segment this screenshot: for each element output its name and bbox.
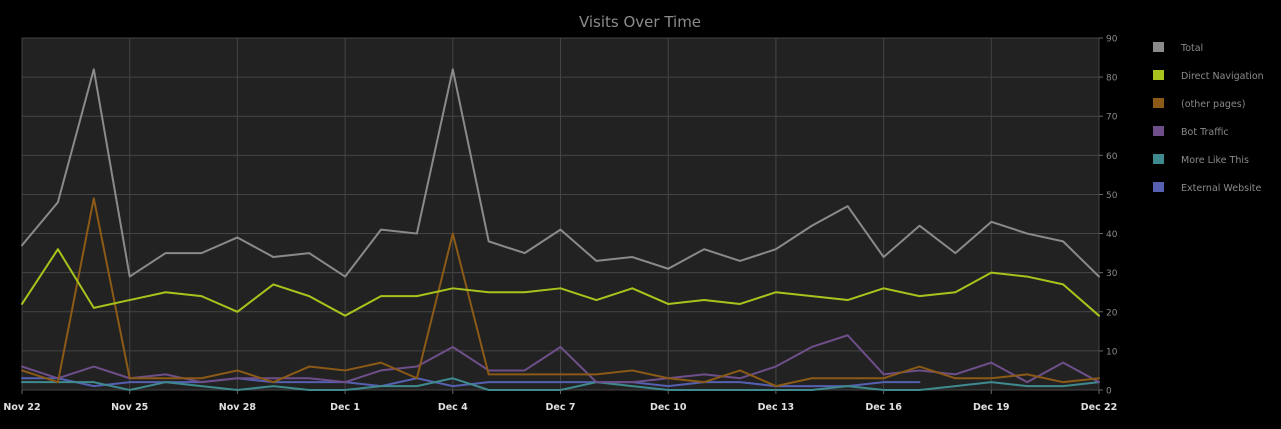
legend-label: Bot Traffic xyxy=(1181,127,1229,138)
x-tick-label: Nov 25 xyxy=(111,402,148,413)
x-tick-label: Dec 13 xyxy=(758,402,795,413)
y-tick-label: 90 xyxy=(1106,35,1118,45)
x-tick-label: Dec 22 xyxy=(1081,402,1118,413)
x-tick-label: Dec 4 xyxy=(438,402,468,413)
y-tick-label: 80 xyxy=(1106,74,1118,84)
y-tick-label: 20 xyxy=(1106,308,1118,318)
x-tick-label: Dec 1 xyxy=(330,402,360,413)
legend: Total Direct Navigation (other pages) Bot T… xyxy=(1153,42,1264,194)
x-tick-label: Dec 10 xyxy=(650,402,687,413)
x-axis: Nov 22 Nov 25 Nov 28 Dec 1 Dec 4 Dec 7 Dec 10 D… xyxy=(3,390,1117,413)
y-tick-label: 10 xyxy=(1106,347,1118,357)
y-tick-label: 70 xyxy=(1106,113,1118,123)
legend-label: (other pages) xyxy=(1181,99,1245,110)
x-tick-label: Dec 7 xyxy=(546,402,576,413)
x-tick-label: Nov 22 xyxy=(3,402,40,413)
legend-swatch xyxy=(1153,70,1164,80)
x-tick-label: Dec 16 xyxy=(865,402,902,413)
legend-swatch xyxy=(1153,154,1164,164)
series-line-direct-navigation xyxy=(21,248,1100,317)
legend-swatch xyxy=(1153,182,1164,192)
y-tick-label: 0 xyxy=(1106,387,1112,397)
series-line-total xyxy=(21,68,1100,278)
x-tick-label: Nov 28 xyxy=(219,402,257,413)
legend-label: Total xyxy=(1180,43,1203,54)
series-line-other-pages xyxy=(21,197,1100,388)
y-tick-label: 30 xyxy=(1106,269,1118,279)
y-tick-label: 40 xyxy=(1106,230,1118,240)
y-tick-label: 50 xyxy=(1106,191,1118,201)
legend-label: More Like This xyxy=(1181,155,1249,166)
chart-title: Visits Over Time xyxy=(579,13,701,31)
legend-swatch xyxy=(1153,98,1164,108)
y-axis: 0 10 20 30 40 50 60 70 80 90 xyxy=(1099,35,1118,397)
legend-swatch xyxy=(1153,126,1164,136)
legend-swatch xyxy=(1153,42,1164,52)
legend-label: External Website xyxy=(1181,183,1261,194)
y-tick-label: 60 xyxy=(1106,152,1118,162)
x-tick-label: Dec 19 xyxy=(973,402,1010,413)
legend-label: Direct Navigation xyxy=(1181,71,1264,82)
series-line-bot-traffic xyxy=(21,334,1100,384)
